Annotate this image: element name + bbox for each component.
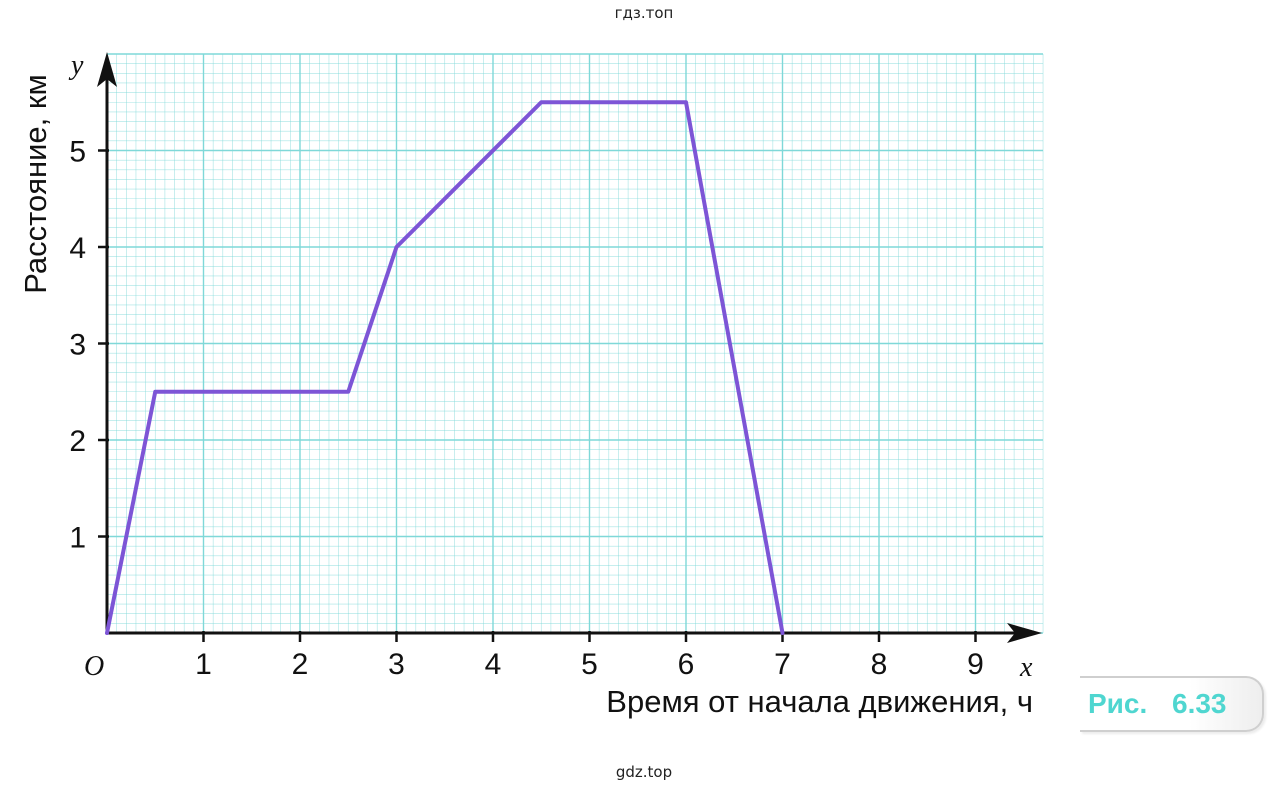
y-axis-arrow: [97, 52, 117, 87]
x-tick-label: 4: [485, 648, 502, 681]
axes: [97, 52, 1042, 643]
tick-labels: 1 2 3 4 5 6 7 8 9 1 2 3 4 5: [69, 136, 984, 682]
y-tick-label: 4: [69, 232, 86, 265]
x-axis-letter: x: [1019, 652, 1033, 683]
x-tick-label: 1: [195, 648, 212, 681]
x-tick-label: 5: [581, 648, 598, 681]
x-axis-arrow: [1007, 623, 1042, 643]
x-tick-label: 6: [678, 648, 695, 681]
y-axis-title: Расстояние, км: [18, 74, 53, 294]
figure-number: 6.33: [1172, 688, 1227, 719]
x-tick-label: 9: [967, 648, 984, 681]
figure-badge: Рис. 6.33: [1080, 676, 1264, 732]
y-tick-label: 2: [69, 425, 86, 458]
series: [105, 100, 785, 635]
y-tick-label: 1: [69, 522, 86, 555]
x-tick-label: 3: [388, 648, 405, 681]
x-tick-label: 7: [774, 648, 791, 681]
y-tick-label: 5: [69, 136, 86, 169]
figure-prefix: Рис.: [1088, 688, 1148, 719]
watermark-top: гдз.топ: [614, 4, 674, 22]
watermark-bottom: gdz.top: [615, 763, 673, 781]
y-axis-letter: y: [68, 50, 84, 81]
x-axis-title: Время от начала движения, ч: [606, 684, 1033, 719]
x-tick-label: 2: [292, 648, 309, 681]
origin-label: O: [84, 651, 104, 682]
y-tick-label: 3: [69, 329, 86, 362]
x-tick-label: 8: [871, 648, 888, 681]
